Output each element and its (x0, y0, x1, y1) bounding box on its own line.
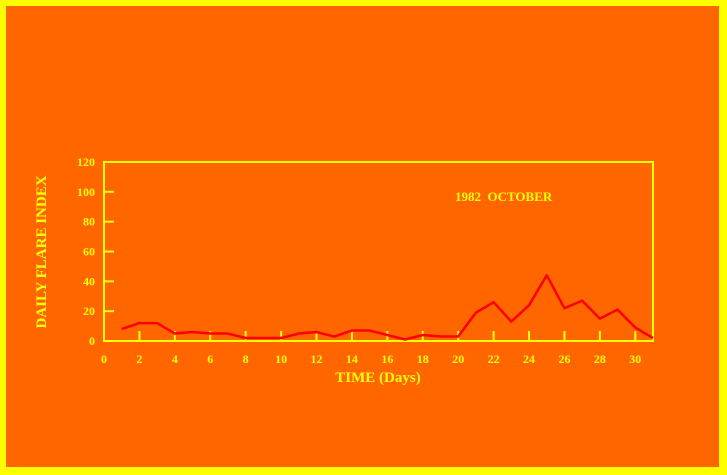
plot-frame (103, 161, 654, 342)
y-tick-label: 120 (77, 155, 95, 169)
x-tick-label: 12 (311, 352, 323, 366)
x-tick-label: 0 (101, 352, 107, 366)
y-tick-label: 0 (89, 334, 95, 348)
x-tick-label: 4 (172, 352, 178, 366)
y-tick-label: 100 (77, 185, 95, 199)
y-axis-label: DAILY FLARE INDEX (34, 175, 50, 328)
x-tick-label: 18 (417, 352, 429, 366)
chart-annotation: 1982 OCTOBER (455, 189, 553, 204)
x-tick-label: 6 (207, 352, 213, 366)
x-tick-label: 22 (488, 352, 500, 366)
y-tick-label: 80 (83, 215, 95, 229)
x-tick-label: 24 (523, 352, 535, 366)
x-tick-label: 16 (381, 352, 393, 366)
x-tick-label: 2 (136, 352, 142, 366)
y-tick-label: 40 (83, 274, 95, 288)
x-tick-label: 8 (243, 352, 249, 366)
x-tick-label: 20 (452, 352, 464, 366)
chart-background (6, 6, 719, 467)
x-tick-label: 30 (629, 352, 641, 366)
x-tick-label: 14 (346, 352, 358, 366)
x-axis-label: TIME (Days) (335, 370, 420, 386)
series-line (121, 274, 654, 341)
y-tick-label: 60 (83, 245, 95, 259)
x-tick-label: 10 (275, 352, 287, 366)
x-tick-label: 28 (594, 352, 606, 366)
y-tick-label: 20 (83, 304, 95, 318)
x-tick-label: 26 (558, 352, 570, 366)
